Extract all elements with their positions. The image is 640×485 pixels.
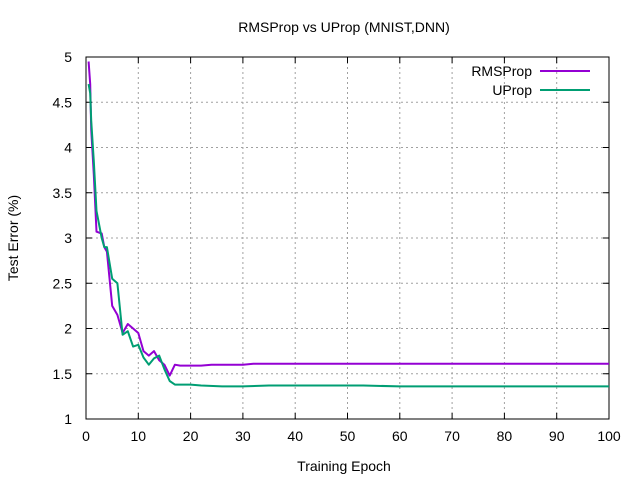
x-tick-label: 20 [183,428,199,444]
x-tick-label: 30 [235,428,251,444]
y-tick-label: 3.5 [53,185,73,201]
legend-label-uprop: UProp [492,82,532,98]
x-tick-label: 50 [340,428,356,444]
grid [86,57,609,419]
series-lines [87,61,609,388]
series-line-uprop [87,83,609,388]
y-tick-label: 3 [64,230,72,246]
y-tick-label: 4 [64,140,72,156]
y-tick-label: 1 [64,411,72,427]
x-tick-label: 90 [549,428,565,444]
y-tick-label: 4.5 [53,94,73,110]
y-tick-label: 1.5 [53,366,73,382]
y-tick-label: 5 [64,49,72,65]
x-tick-label: 100 [597,428,621,444]
axes: 0 10 20 30 40 50 60 70 80 90 100 1 1.5 2 2.5 3 3.5 4 4.5 5 [53,49,621,444]
x-tick-label: 0 [82,428,90,444]
legend-label-rmsprop: RMSProp [471,63,532,79]
x-tick-label: 10 [131,428,147,444]
x-tick-label: 60 [392,428,408,444]
x-tick-label: 40 [287,428,303,444]
x-axis-label: Training Epoch [297,458,391,474]
y-tick-label: 2 [64,321,72,337]
y-tick-label: 2.5 [53,275,73,291]
chart-title: RMSProp vs UProp (MNIST,DNN) [238,19,450,35]
x-tick-label: 70 [444,428,460,444]
plot-frame [85,56,610,420]
x-tick-label: 80 [497,428,513,444]
legend: RMSProp UProp [471,63,590,98]
y-axis-label: Test Error (%) [5,195,21,281]
